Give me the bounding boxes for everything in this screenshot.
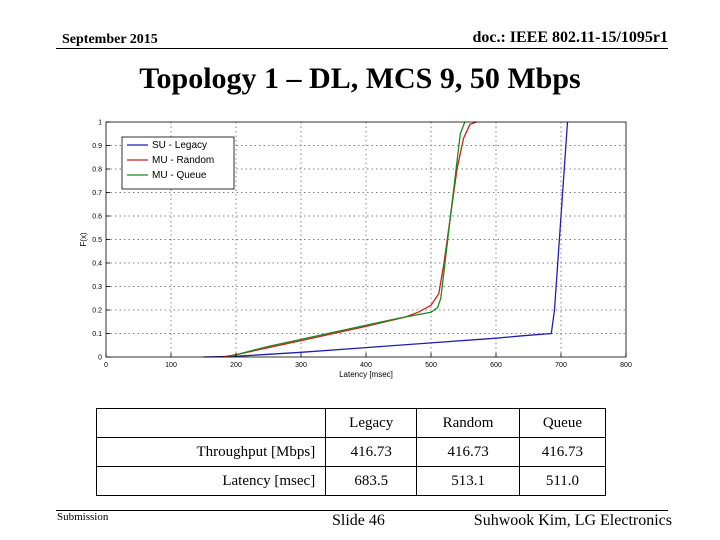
x-tick-label: 500 [425,362,437,369]
x-axis-label: Latency [msec] [339,370,393,379]
x-tick-label: 700 [555,362,567,369]
footer-author: Suhwook Kim, LG Electronics [473,512,672,529]
table-cell: 416.73 [325,437,418,467]
legend-label: MU - Queue [152,170,207,181]
footer-submission: Submission [57,511,109,523]
table-col-legacy: Legacy [325,408,418,438]
y-tick-label: 0 [98,355,102,362]
footer-slide-number: Slide 46 [332,512,385,529]
table-cell: 683.5 [325,466,418,496]
results-table: Legacy Random Queue Throughput [Mbps] 41… [95,408,607,496]
y-tick-label: 0.4 [92,261,102,268]
y-tick-label: 0.5 [92,237,102,244]
table-cell: 511.0 [518,466,607,496]
table-cell: 513.1 [416,466,520,496]
series-line-1 [222,121,477,358]
x-tick-label: 400 [360,362,372,369]
header-rule [56,48,668,49]
table-header-row: Legacy Random Queue [95,408,607,438]
header-date: September 2015 [62,32,158,47]
footer-rule [56,510,668,511]
table-cell: 416.73 [416,437,520,467]
y-tick-label: 0.8 [92,167,102,174]
y-tick-label: 1 [98,120,102,127]
y-tick-label: 0.9 [92,143,102,150]
legend-box [121,136,235,190]
table-corner-cell [95,408,327,438]
y-tick-label: 0.2 [92,308,102,315]
table-col-random: Random [416,408,520,438]
slide-title: Topology 1 – DL, MCS 9, 50 Mbps [139,62,581,95]
row-label-latency: Latency [msec] [95,466,327,496]
x-tick-label: 300 [295,362,307,369]
legend-label: MU - Random [152,155,214,166]
series-line-2 [229,121,466,358]
series-line-0 [203,121,569,358]
table-row: Throughput [Mbps] 416.73 416.73 416.73 [95,437,607,467]
table-row: Latency [msec] 683.5 513.1 511.0 [95,466,607,496]
row-label-throughput: Throughput [Mbps] [95,437,327,467]
cdf-chart: 0 100 200 300 400 500 600 700 800 0 0.1 0.2 0.3 0.4 0.… [79,120,632,380]
y-tick-label: 0.3 [92,284,102,291]
header-doc-id: doc.: IEEE 802.11-15/1095r1 [472,29,668,46]
table-col-queue: Queue [518,408,607,438]
x-tick-label: 0 [104,362,108,369]
legend-label: SU - Legacy [152,140,207,151]
y-tick-label: 0.7 [92,190,102,197]
x-tick-label: 600 [490,362,502,369]
x-tick-label: 100 [165,362,177,369]
y-tick-label: 0.1 [92,331,102,338]
x-tick-label: 200 [230,362,242,369]
table-cell: 416.73 [518,437,607,467]
y-axis-label: F(x) [79,232,88,247]
y-tick-label: 0.6 [92,214,102,221]
x-tick-label: 800 [620,362,632,369]
